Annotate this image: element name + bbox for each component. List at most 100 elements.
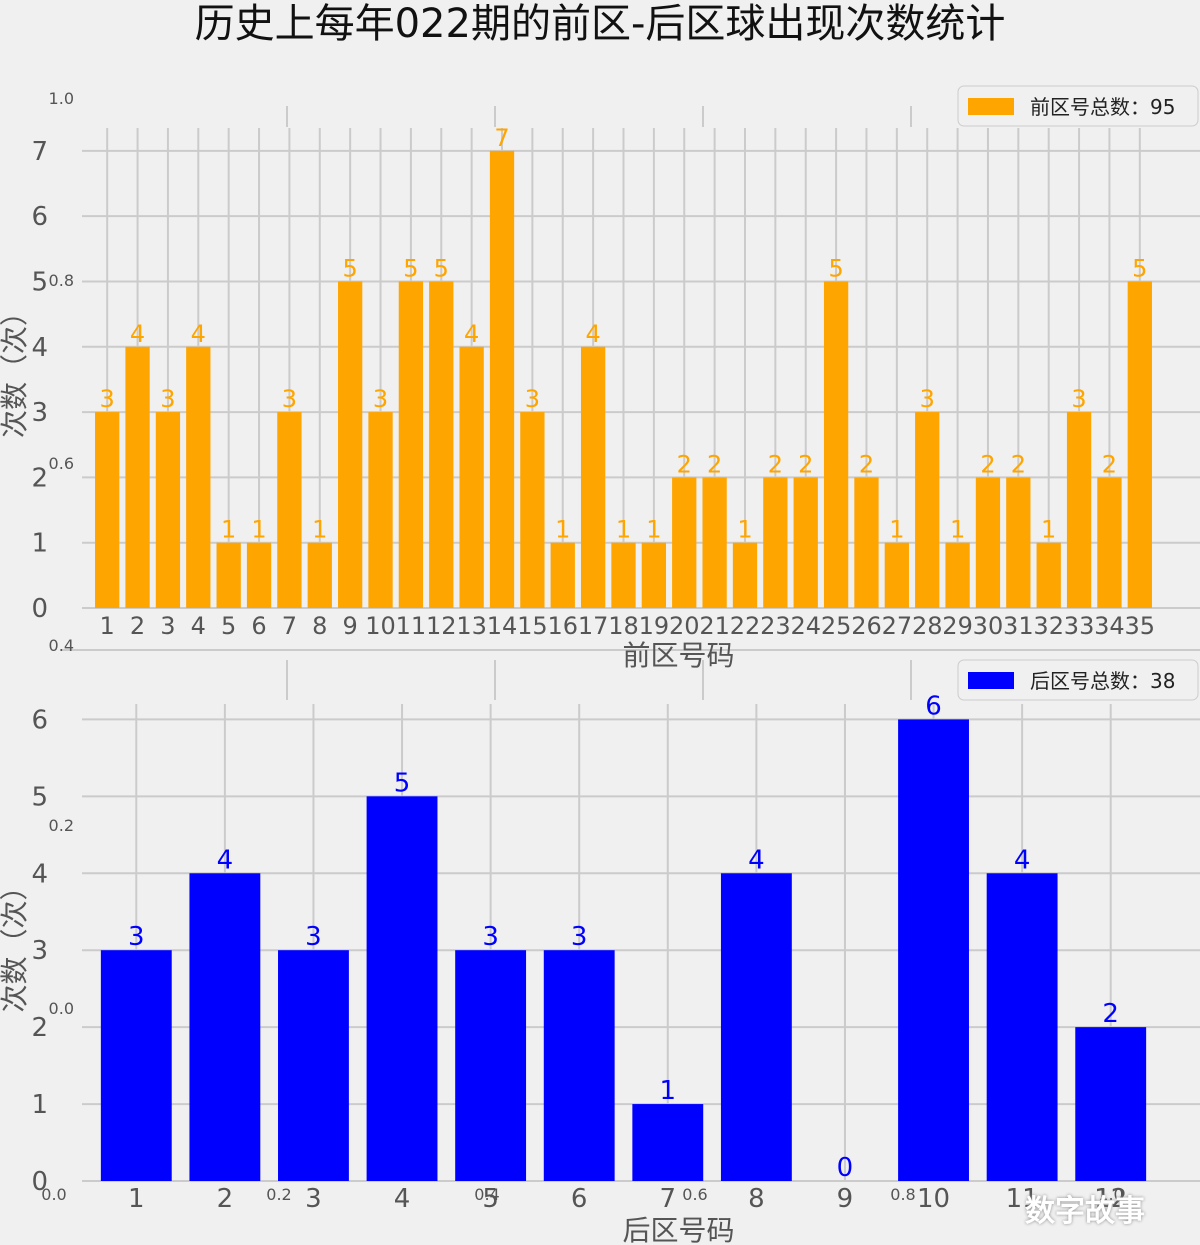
data-label: 4 [217, 845, 234, 875]
legend-box [957, 85, 1199, 127]
data-label: 3 [100, 385, 115, 413]
bar [398, 281, 424, 608]
ghost-x-tick-label: 0.0 [41, 1185, 66, 1204]
bar [632, 1104, 704, 1181]
x-tick-label: 26 [851, 612, 882, 640]
data-label: 1 [889, 516, 904, 544]
data-label: 0 [837, 1153, 854, 1183]
y-tick-label: 5 [31, 267, 48, 297]
ghost-y-tick-label: 0.4 [49, 636, 74, 655]
data-label: 2 [798, 450, 813, 478]
bar [884, 542, 909, 608]
data-label: 1 [221, 516, 236, 544]
bar [986, 873, 1058, 1181]
ghost-y-tick-label: 1.0 [49, 89, 74, 108]
x-tick-label: 8 [312, 612, 327, 640]
data-label: 6 [925, 691, 942, 721]
y-tick-label: 6 [31, 202, 48, 232]
legend-label: 前区号总数：95 [1030, 95, 1175, 119]
ghost-x-tick-label: 0.8 [890, 1185, 915, 1204]
bar [898, 719, 969, 1181]
x-tick-label: 1 [128, 1184, 145, 1214]
watermark: 数字故事 [1025, 1194, 1145, 1229]
x-tick-label: 11 [1006, 1184, 1039, 1214]
legend-box [957, 659, 1199, 701]
x-tick-label: 3 [305, 1184, 322, 1214]
y-tick-label: 1 [31, 529, 48, 559]
bar [975, 477, 1001, 608]
bar [95, 412, 120, 608]
data-label: 4 [191, 320, 206, 348]
y-tick-label: 6 [31, 705, 48, 735]
y-tick-label: 0 [31, 1167, 48, 1197]
y-tick-label: 3 [31, 398, 48, 428]
x-tick-label: 10 [917, 1184, 950, 1214]
x-tick-label: 35 [1125, 612, 1156, 640]
x-tick-label: 20 [669, 612, 700, 640]
x-tick-label: 9 [343, 612, 358, 640]
bar [580, 346, 606, 608]
data-label: 3 [525, 385, 540, 413]
bar [246, 542, 272, 608]
legend: 前区号总数：95 [957, 85, 1199, 127]
y-tick-label: 5 [31, 782, 48, 812]
ghost-y-tick-label: 0.8 [49, 271, 74, 290]
data-label: 5 [1132, 254, 1147, 282]
bar [1127, 281, 1152, 608]
ghost-x-tick-label: 0.2 [266, 1185, 291, 1204]
data-label: 2 [677, 450, 692, 478]
x-tick-label: 21 [699, 612, 730, 640]
data-label: 3 [920, 385, 935, 413]
x-tick-label: 3 [160, 612, 175, 640]
x-tick-label: 2 [130, 612, 145, 640]
data-label: 1 [312, 516, 327, 544]
bar [125, 346, 150, 608]
ghost-axis: 0.0 0.2 0.4 0.6 0.8 1.0 1.0 0.8 0.6 0.4 0.2 0.0 [41, 89, 1200, 1204]
data-label: 1 [950, 516, 965, 544]
data-label: 3 [1071, 385, 1086, 413]
data-label: 3 [305, 922, 322, 952]
x-tick-label: 12 [1094, 1184, 1127, 1214]
bar [429, 281, 454, 608]
x-tick-label: 8 [748, 1184, 765, 1214]
x-tick-label: 11 [396, 612, 427, 640]
y-tick-label: 7 [31, 137, 48, 167]
legend-swatch [968, 672, 1014, 689]
data-label: 2 [980, 450, 995, 478]
data-label: 7 [494, 124, 509, 152]
data-label: 2 [768, 450, 783, 478]
x-tick-label: 5 [482, 1184, 499, 1214]
bar [732, 542, 758, 608]
data-label: 3 [160, 385, 175, 413]
data-label: 5 [403, 254, 418, 282]
bar [278, 950, 349, 1181]
x-tick-label: 6 [571, 1184, 588, 1214]
x-tick-label: 7 [282, 612, 297, 640]
x-tick-label: 34 [1094, 612, 1125, 640]
x-tick-label: 1 [100, 612, 115, 640]
data-label: 5 [343, 254, 358, 282]
x-tick-label: 27 [882, 612, 913, 640]
bar [216, 542, 241, 608]
data-label: 2 [707, 450, 722, 478]
y-tick-label: 2 [31, 1013, 48, 1043]
data-label: 5 [394, 768, 411, 798]
legend-swatch [968, 98, 1014, 115]
data-label: 1 [251, 516, 266, 544]
data-label: 2 [859, 450, 874, 478]
x-tick-label: 2 [217, 1184, 234, 1214]
y-tick-label: 4 [31, 333, 48, 363]
data-label: 4 [464, 320, 479, 348]
data-label: 1 [646, 516, 661, 544]
bar [793, 477, 818, 608]
ghost-x-tick-label: 0.6 [682, 1185, 707, 1204]
y-tick-label: 2 [31, 463, 48, 493]
legend-label: 后区号总数：38 [1030, 669, 1175, 693]
data-label: 5 [828, 254, 843, 282]
bar [1036, 542, 1061, 608]
data-label: 3 [373, 385, 388, 413]
y-axis-label: 次数（次） [0, 298, 31, 438]
y-tick-label: 1 [31, 1090, 48, 1120]
